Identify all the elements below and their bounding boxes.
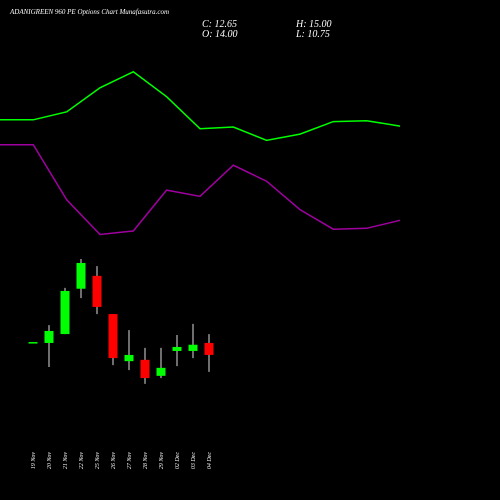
candle-body <box>188 344 198 351</box>
x-tick-label: 22 Nov <box>79 452 85 470</box>
candle-body <box>140 359 150 379</box>
x-tick-label: 25 Nov <box>95 452 101 470</box>
x-tick-label: 04 Dec <box>206 452 213 469</box>
high-info: H: 15.00 <box>295 19 332 30</box>
low-info: L: 10.75 <box>295 29 330 40</box>
x-tick-label: 26 Nov <box>111 452 117 470</box>
x-tick-label: 03 Dec <box>191 452 197 469</box>
candle-body <box>60 290 70 335</box>
candle-body <box>76 262 86 289</box>
candle-body <box>172 346 182 351</box>
x-tick-label: 27 Nov <box>127 452 133 470</box>
x-tick-label: 29 Nov <box>159 452 165 470</box>
x-tick-label: 20 Nov <box>47 452 53 470</box>
candle-body <box>124 354 134 362</box>
close-info: C: 12.65 <box>202 19 237 30</box>
candle-body <box>28 342 38 344</box>
indicator-line <box>0 143 401 236</box>
chart-title: ADANIGREEN 960 PE Options Chart Munafasu… <box>9 8 169 16</box>
candle-body <box>204 342 214 355</box>
x-tick-label: 21 Nov <box>63 452 69 470</box>
indicator-line <box>0 70 401 142</box>
open-info: O: 14.00 <box>202 29 238 40</box>
x-tick-label: 19 Nov <box>31 452 37 470</box>
candle-body <box>156 367 166 376</box>
x-tick-label: 28 Nov <box>143 452 149 470</box>
candle-body <box>44 330 54 343</box>
candle-body <box>92 275 102 307</box>
x-tick-label: 02 Dec <box>175 452 181 469</box>
candle-body <box>108 314 118 359</box>
